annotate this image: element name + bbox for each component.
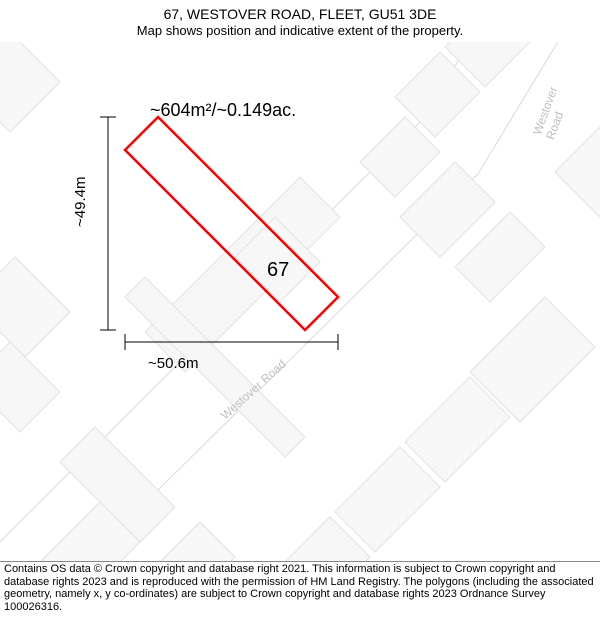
height-measurement: ~49.4m	[72, 177, 89, 227]
copyright-footer: Contains OS data © Crown copyright and d…	[4, 563, 596, 614]
page-subtitle: Map shows position and indicative extent…	[0, 23, 600, 38]
map-canvas: ~604m²/~0.149ac. ~49.4m ~50.6m 67 Westov…	[0, 42, 600, 562]
page-title: 67, WESTOVER ROAD, FLEET, GU51 3DE	[0, 6, 600, 22]
area-measurement: ~604m²/~0.149ac.	[150, 100, 296, 121]
map-svg	[0, 42, 600, 562]
width-measurement: ~50.6m	[148, 355, 198, 372]
property-number: 67	[267, 259, 289, 282]
